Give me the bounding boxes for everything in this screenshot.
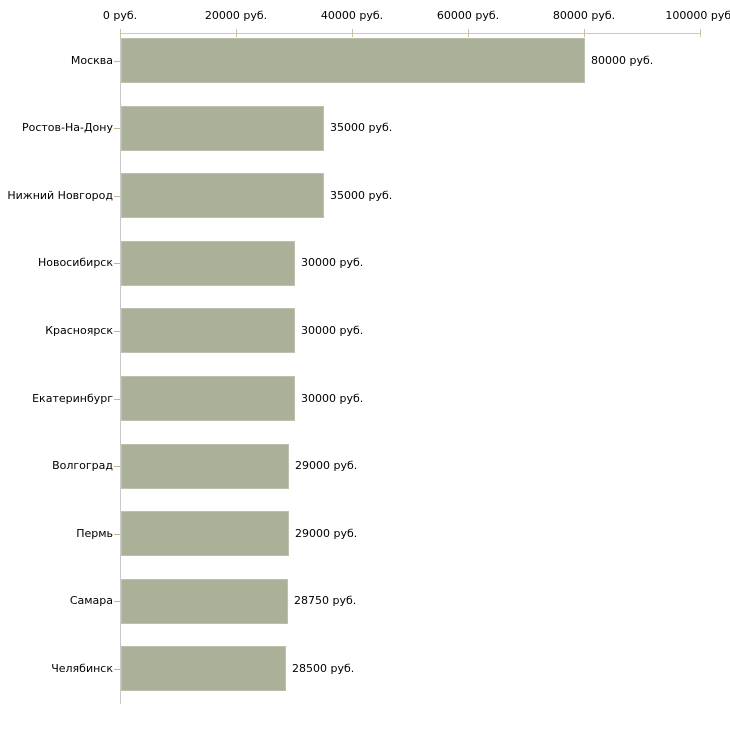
category-label: Новосибирск	[37, 256, 113, 270]
category-label: Челябинск	[51, 661, 113, 675]
bar	[121, 511, 289, 557]
value-label: 29000 руб.	[295, 526, 358, 540]
value-label: 35000 руб.	[330, 188, 393, 202]
category-tick	[114, 195, 120, 197]
x-axis-tick-label: 60000 руб.	[436, 9, 500, 22]
category-label: Красноярск	[45, 323, 113, 337]
x-axis-tick	[700, 29, 701, 37]
x-axis-tick	[352, 29, 353, 37]
x-axis-tick	[236, 29, 237, 37]
x-axis-line	[120, 33, 701, 34]
category-tick	[114, 533, 120, 535]
value-label: 28500 руб.	[292, 661, 355, 675]
bar	[121, 376, 295, 421]
category-tick	[114, 128, 120, 130]
x-axis-tick-label: 20000 руб.	[204, 9, 268, 22]
value-label: 29000 руб.	[295, 459, 358, 473]
category-label: Екатеринбург	[32, 391, 113, 405]
x-axis-tick	[468, 29, 469, 37]
x-axis-tick	[120, 29, 121, 37]
bar	[121, 240, 295, 286]
x-axis-tick-label: 40000 руб.	[320, 9, 384, 22]
category-tick	[114, 466, 120, 468]
bar	[121, 173, 324, 219]
category-tick	[114, 60, 120, 62]
category-label: Самара	[69, 594, 113, 608]
value-label: 30000 руб.	[301, 391, 364, 405]
category-label: Ростов-На-Дону	[21, 121, 113, 135]
bar	[121, 578, 288, 624]
category-tick	[114, 330, 120, 332]
value-label: 35000 руб.	[330, 121, 393, 135]
value-label: 30000 руб.	[301, 256, 364, 270]
x-axis-tick-label: 80000 руб.	[552, 9, 616, 22]
x-axis-tick-label: 0 руб.	[102, 9, 138, 22]
bar	[121, 646, 286, 692]
category-label: Москва	[70, 53, 113, 67]
category-tick	[114, 398, 120, 400]
value-label: 80000 руб.	[591, 53, 654, 67]
bar	[121, 105, 324, 151]
category-tick	[114, 668, 120, 670]
bar	[121, 443, 289, 489]
y-axis-line	[120, 33, 121, 704]
category-label: Волгоград	[52, 459, 113, 473]
value-label: 28750 руб.	[294, 594, 357, 608]
x-axis-tick-label: 100000 руб.	[665, 9, 730, 22]
x-axis-tick	[584, 29, 585, 37]
category-tick	[114, 263, 120, 265]
bar	[121, 38, 585, 83]
bar	[121, 308, 295, 354]
category-tick	[114, 601, 120, 603]
value-label: 30000 руб.	[301, 323, 364, 337]
category-label: Нижний Новгород	[7, 188, 113, 202]
category-label: Пермь	[76, 526, 113, 540]
